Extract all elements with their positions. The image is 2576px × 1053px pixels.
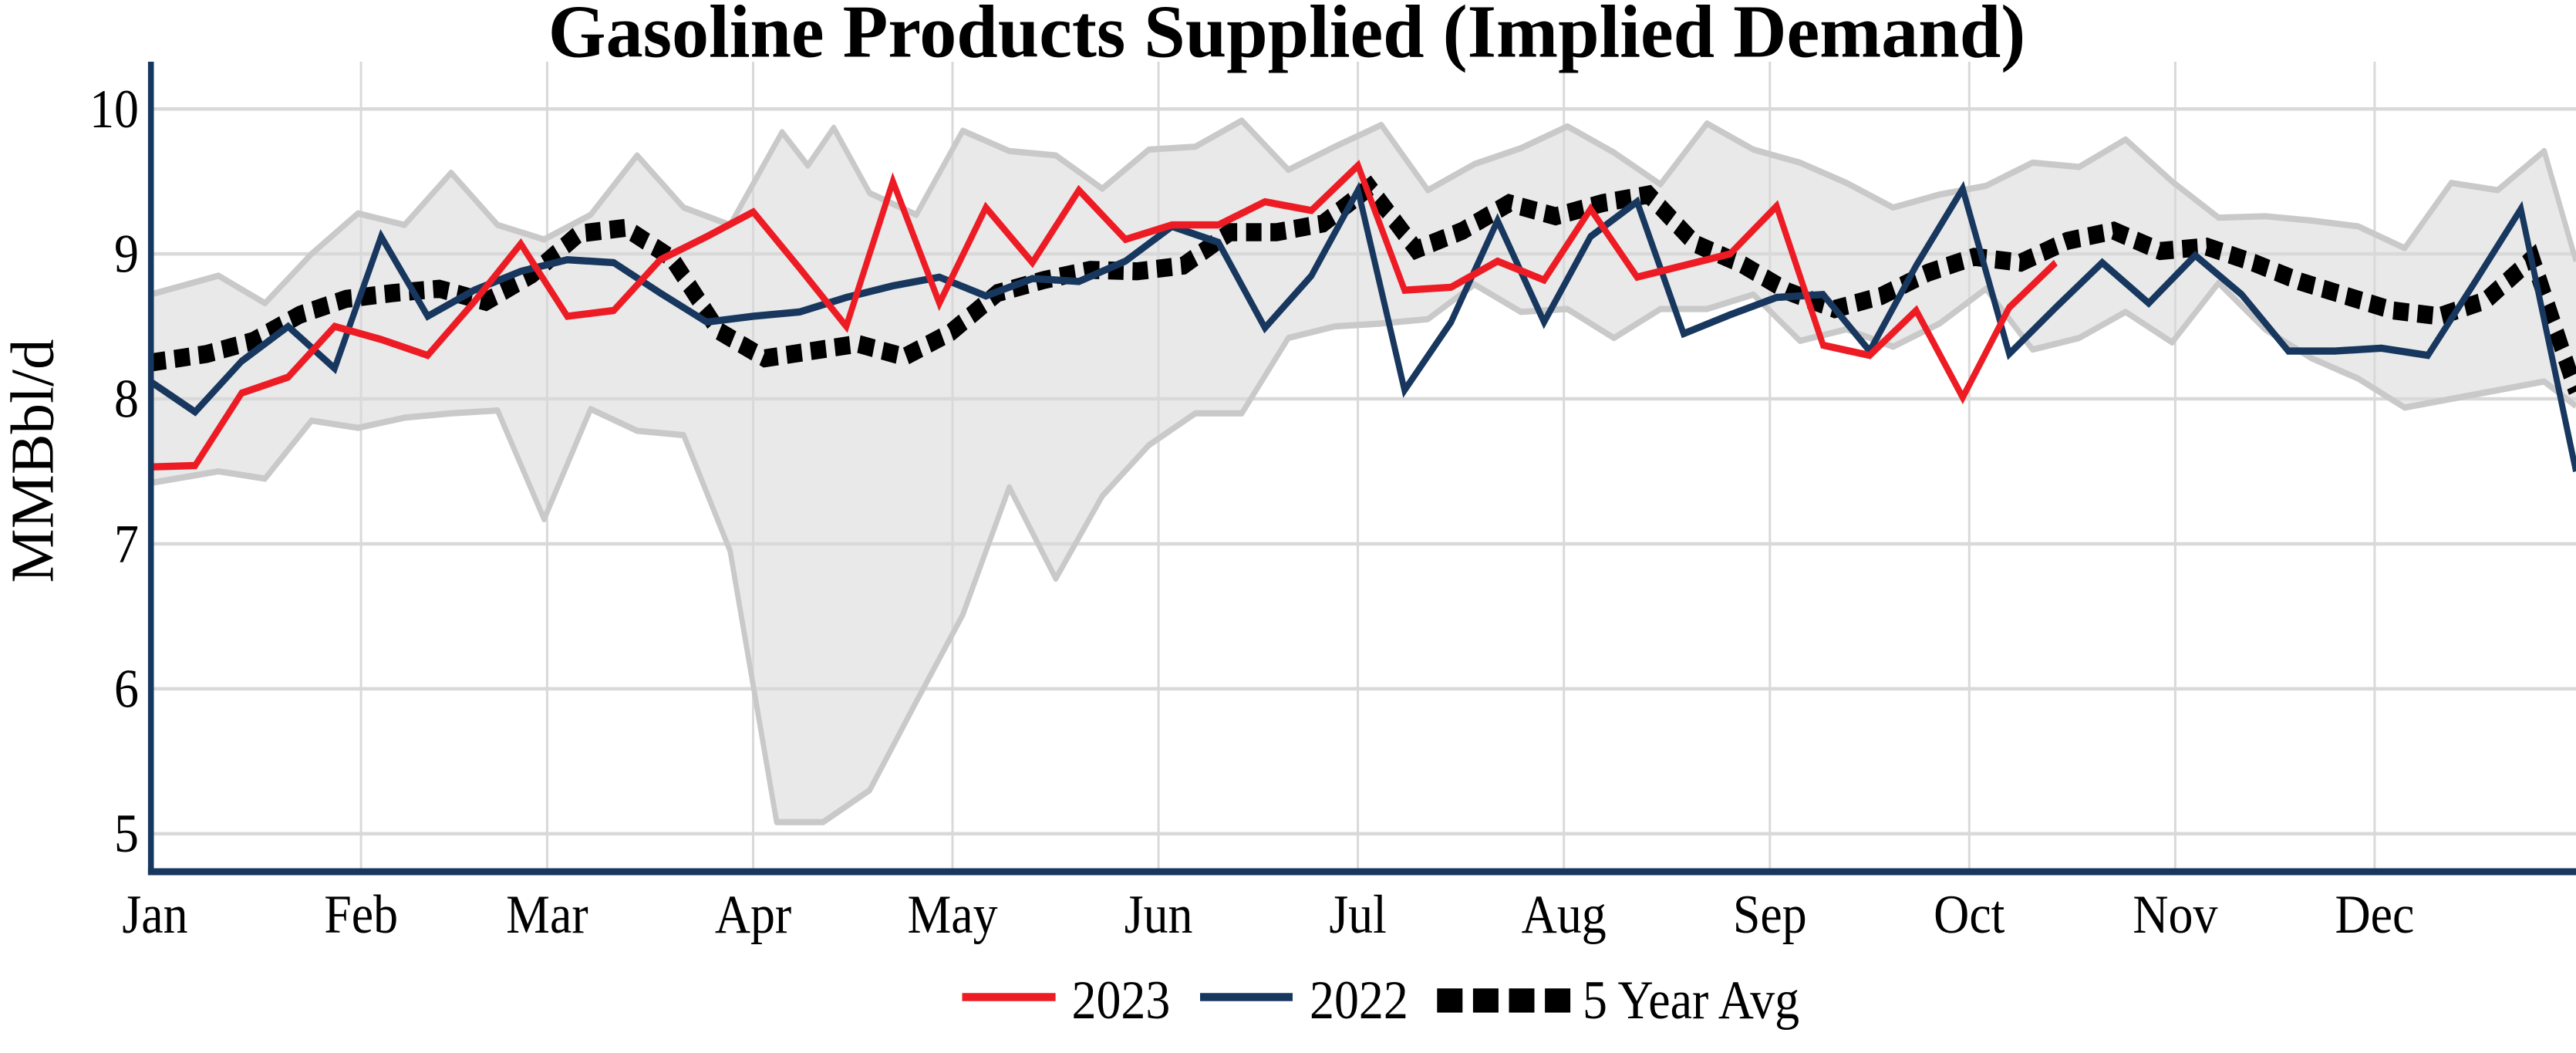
svg-text:Feb: Feb xyxy=(324,884,398,945)
svg-text:9: 9 xyxy=(114,224,139,285)
svg-text:Jun: Jun xyxy=(1124,884,1193,945)
svg-text:Jan: Jan xyxy=(122,884,187,945)
svg-text:2023: 2023 xyxy=(1072,970,1171,1031)
svg-text:Oct: Oct xyxy=(1934,884,2004,945)
svg-text:Nov: Nov xyxy=(2133,884,2217,945)
svg-text:May: May xyxy=(907,884,997,945)
svg-text:Dec: Dec xyxy=(2335,884,2414,945)
svg-text:5: 5 xyxy=(114,803,139,864)
svg-text:Aug: Aug xyxy=(1522,884,1607,945)
svg-text:Sep: Sep xyxy=(1733,884,1807,945)
svg-text:2022: 2022 xyxy=(1310,970,1408,1031)
svg-text:10: 10 xyxy=(89,79,139,140)
svg-text:MMBbl/d: MMBbl/d xyxy=(0,339,67,583)
svg-text:Jul: Jul xyxy=(1329,884,1387,945)
svg-text:7: 7 xyxy=(114,513,139,574)
svg-text:6: 6 xyxy=(114,658,139,719)
svg-text:8: 8 xyxy=(114,369,139,430)
svg-text:Mar: Mar xyxy=(506,884,588,945)
svg-text:Gasoline Products Supplied (Im: Gasoline Products Supplied (Implied Dema… xyxy=(548,0,2025,73)
svg-text:5 Year Avg: 5 Year Avg xyxy=(1583,970,1799,1031)
svg-text:Apr: Apr xyxy=(715,884,791,945)
